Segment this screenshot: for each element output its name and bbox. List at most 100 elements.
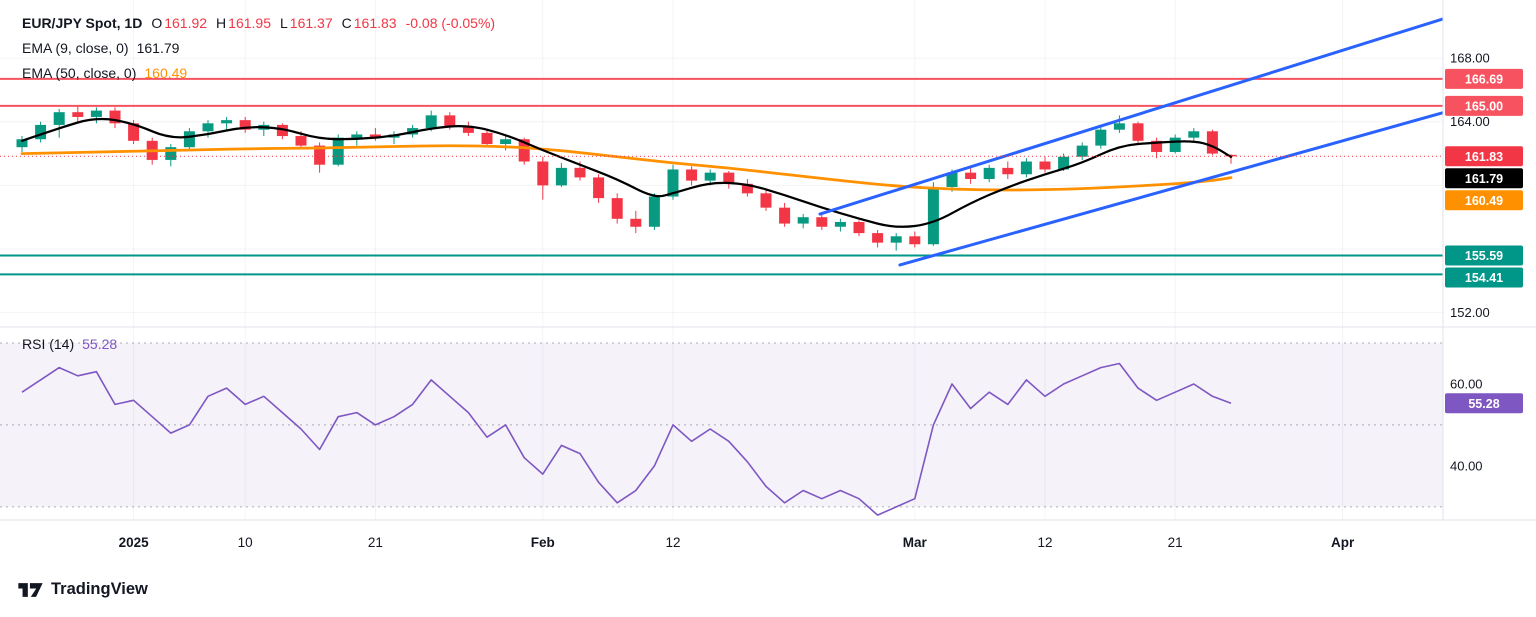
candle-body bbox=[53, 112, 65, 125]
candle-body bbox=[1188, 131, 1200, 138]
low-label: L bbox=[280, 14, 288, 31]
candle-body bbox=[816, 217, 828, 227]
time-label-21: 21 bbox=[368, 535, 383, 550]
candle-body bbox=[630, 218, 642, 227]
close-value: 161.83 bbox=[353, 14, 397, 31]
chart-canvas[interactable]: 168.00 164.00 152.00 60.00 40.00 2025 10 21 Feb 1… bbox=[0, 0, 1536, 562]
candle-body bbox=[648, 196, 660, 227]
candle-body bbox=[239, 120, 251, 130]
candle-body bbox=[1169, 137, 1181, 152]
time-label-12: 12 bbox=[665, 535, 680, 550]
candle-body bbox=[704, 172, 716, 181]
rsi-value: 55.28 bbox=[82, 335, 118, 352]
candle-body bbox=[425, 115, 437, 129]
price-badge-154.41: 154.41 bbox=[1445, 267, 1523, 288]
symbol-row: EUR/JPY Spot, 1D O 161.92 H 161.95 L 161… bbox=[22, 10, 495, 35]
candle-body bbox=[1020, 161, 1032, 175]
price-badge-160.49: 160.49 bbox=[1445, 190, 1523, 211]
time-scale[interactable] bbox=[0, 520, 1536, 562]
close-label: C bbox=[341, 14, 352, 31]
candle-body bbox=[295, 136, 307, 146]
tradingview-logo-icon[interactable] bbox=[18, 580, 44, 599]
open-label: O bbox=[151, 14, 163, 31]
time-label-21: 21 bbox=[1168, 535, 1183, 550]
candle-body bbox=[165, 147, 177, 160]
price-tick-164.00: 164.00 bbox=[1450, 114, 1490, 129]
time-label-Apr: Apr bbox=[1331, 535, 1355, 550]
time-label-10: 10 bbox=[238, 535, 253, 550]
svg-text:161.79: 161.79 bbox=[1465, 172, 1503, 186]
candle-body bbox=[686, 169, 698, 181]
rsi-tick-40.00: 40.00 bbox=[1450, 458, 1483, 473]
candle-body bbox=[965, 172, 977, 180]
rsi-line bbox=[21, 362, 1232, 516]
time-label-2025: 2025 bbox=[119, 535, 150, 550]
candle-body bbox=[593, 177, 605, 199]
ema50-line bbox=[20, 144, 1233, 192]
candle-body bbox=[332, 137, 344, 165]
price-scale[interactable] bbox=[1443, 0, 1536, 520]
svg-text:160.49: 160.49 bbox=[1465, 194, 1503, 208]
low-value: 161.37 bbox=[289, 14, 333, 31]
svg-text:154.41: 154.41 bbox=[1465, 271, 1503, 285]
candle-body bbox=[1113, 123, 1125, 130]
candle-body bbox=[611, 198, 623, 219]
ema9-label: EMA (9, close, 0) bbox=[22, 39, 129, 56]
time-label-Mar: Mar bbox=[903, 535, 928, 550]
ema9-line bbox=[20, 117, 1233, 228]
candle-body bbox=[890, 236, 902, 243]
candle-body bbox=[462, 126, 474, 133]
candle-body bbox=[1151, 140, 1163, 152]
open-value: 161.92 bbox=[164, 14, 208, 31]
candle-body bbox=[518, 139, 530, 162]
candle-body bbox=[741, 183, 753, 194]
candle-body bbox=[16, 139, 28, 148]
candle-body bbox=[760, 193, 772, 208]
change-value: -0.08 (-0.05%) bbox=[405, 14, 496, 31]
rsi-tick-60.00: 60.00 bbox=[1450, 376, 1483, 391]
candle-body bbox=[369, 134, 381, 138]
trend-channel-lower-line[interactable] bbox=[898, 111, 1445, 267]
indicator-row-ema50[interactable]: EMA (50, close, 0) 160.49 bbox=[22, 60, 495, 85]
symbol-title[interactable]: EUR/JPY Spot, 1D bbox=[22, 14, 143, 31]
candle-body bbox=[1076, 145, 1088, 157]
candle-body bbox=[983, 167, 995, 180]
candle-body bbox=[351, 134, 363, 138]
brand-name[interactable]: TradingView bbox=[51, 580, 148, 598]
candle-body bbox=[927, 186, 939, 245]
candle-body bbox=[1002, 167, 1014, 175]
candle-body bbox=[853, 221, 865, 234]
price-badge-155.59: 155.59 bbox=[1445, 245, 1523, 266]
candle-body bbox=[221, 120, 233, 124]
candle-body bbox=[444, 115, 456, 127]
time-label-12: 12 bbox=[1037, 535, 1052, 550]
candle-body bbox=[109, 110, 121, 124]
price-badge-161.83: 161.83 bbox=[1445, 146, 1523, 167]
indicator-row-ema9[interactable]: EMA (9, close, 0) 161.79 bbox=[22, 35, 495, 60]
svg-text:55.28: 55.28 bbox=[1468, 397, 1499, 411]
price-badge-166.69: 166.69 bbox=[1445, 68, 1523, 89]
ema9-value: 161.79 bbox=[136, 39, 180, 56]
candle-body bbox=[834, 221, 846, 227]
candle-body bbox=[797, 217, 809, 224]
candle-body bbox=[202, 123, 214, 132]
candle-body bbox=[314, 145, 326, 165]
candle-body bbox=[35, 124, 47, 140]
high-label: H bbox=[216, 14, 227, 31]
candle-body bbox=[872, 233, 884, 243]
candle-body bbox=[500, 139, 512, 145]
candle-body bbox=[1058, 156, 1070, 170]
candle-body bbox=[537, 161, 549, 186]
candle-body bbox=[90, 110, 102, 117]
candle-body bbox=[1095, 129, 1107, 146]
svg-text:165.00: 165.00 bbox=[1465, 99, 1503, 113]
candle-body bbox=[909, 236, 921, 245]
indicator-row-rsi[interactable]: RSI (14) 55.28 bbox=[22, 331, 117, 356]
price-tick-152.00: 152.00 bbox=[1450, 305, 1490, 320]
candle-body bbox=[723, 172, 735, 184]
price-badge-165.00: 165.00 bbox=[1445, 95, 1523, 116]
footer: TradingView bbox=[18, 580, 148, 599]
trend-channel-upper-line[interactable] bbox=[818, 17, 1445, 216]
candle-body bbox=[276, 124, 288, 137]
ema50-label: EMA (50, close, 0) bbox=[22, 64, 137, 81]
